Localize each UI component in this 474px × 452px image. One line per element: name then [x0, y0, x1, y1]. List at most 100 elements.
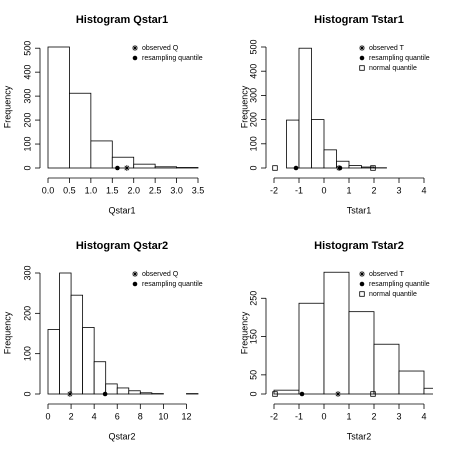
bar: [298, 302, 325, 395]
x-tick-label: 1.5: [106, 185, 119, 195]
y-tick-label: 0: [22, 165, 32, 170]
y-tick-label: 100: [248, 136, 258, 151]
x-tick-label: -1: [295, 411, 303, 421]
legend-symbol: [359, 55, 365, 61]
chart-title: Histogram Qstar1: [76, 14, 168, 26]
bar: [70, 294, 84, 395]
y-tick-label: 100: [22, 137, 32, 152]
panel: Histogram Qstar2 Qstar2 Frequency 0 2 4 6 8 10 12…: [2, 240, 202, 441]
legend-label: resampling quantile: [369, 55, 430, 62]
y-tick-label: 200: [22, 113, 32, 128]
bar: [116, 387, 130, 395]
bar: [59, 272, 72, 395]
legend-symbol: [132, 281, 138, 287]
y-tick-label: 200: [248, 112, 258, 127]
x-tick-label: 12: [181, 411, 191, 421]
x-tick-label: -1: [295, 185, 303, 195]
y-tick-label: 0: [248, 391, 258, 396]
legend-symbol: [132, 45, 138, 51]
bar: [82, 327, 95, 395]
x-tick-label: 0: [321, 411, 326, 421]
x-tick-label: 2.5: [149, 185, 162, 195]
bar: [373, 343, 400, 395]
y-tick-label: 50: [248, 370, 258, 380]
point-star: [335, 391, 341, 397]
y-axis-label: Frequency: [2, 311, 12, 354]
bars: [273, 271, 433, 395]
x-tick-label: 8: [138, 411, 143, 421]
legend-label: normal quantile: [369, 65, 417, 72]
x-tick-label: 3.5: [192, 185, 205, 195]
legend-symbol: [359, 281, 365, 287]
bars: [47, 272, 199, 395]
x-tick-label: 3: [396, 185, 401, 195]
x-tick-label: 1: [346, 411, 351, 421]
y-tick-label: 400: [248, 64, 258, 79]
bars: [47, 46, 199, 169]
x-tick-label: 3.0: [170, 185, 183, 195]
x-tick-label: 10: [158, 411, 168, 421]
y-axis-label: Frequency: [2, 85, 12, 128]
bar: [348, 311, 375, 395]
bar: [90, 140, 113, 169]
bar: [323, 149, 337, 169]
y-tick-label: 500: [22, 41, 32, 56]
x-tick-label: 1: [346, 185, 351, 195]
y-tick-label: 150: [248, 329, 258, 344]
bar: [273, 389, 300, 395]
bar: [47, 329, 60, 395]
y-tick-label: 100: [22, 346, 32, 361]
y-tick-label: 200: [22, 306, 32, 321]
bar: [398, 370, 425, 395]
chart-title: Histogram Qstar2: [76, 240, 168, 252]
y-axis-label: Frequency: [239, 311, 249, 354]
x-tick-label: 2: [371, 411, 376, 421]
x-tick-label: 0.5: [63, 185, 76, 195]
chart-title: Histogram Tstar1: [314, 14, 404, 26]
panel: Histogram Tstar2 Tstar2 Frequency -2 -1 0 1 2 3 4…: [239, 240, 433, 441]
legend-label: observed T: [369, 45, 405, 52]
x-tick-label: 4: [92, 411, 97, 421]
y-axis-label: Frequency: [239, 85, 249, 128]
x-axis-label: Tstar1: [347, 205, 372, 215]
x-tick-label: 2: [371, 185, 376, 195]
x-tick-label: 2.0: [127, 185, 140, 195]
bar: [105, 383, 118, 395]
bar: [69, 92, 92, 169]
legend-symbol: [132, 271, 138, 277]
point-dot: [337, 165, 343, 171]
point-dot: [293, 165, 299, 171]
legend-label: observed T: [369, 271, 405, 278]
x-axis-label: Qstar1: [108, 205, 135, 215]
chart-title: Histogram Tstar2: [314, 240, 404, 252]
bar: [348, 165, 362, 169]
point-square: [370, 165, 376, 171]
bar: [133, 163, 156, 169]
point-dot: [102, 391, 108, 397]
legend-symbol: [132, 55, 138, 61]
bar: [298, 47, 312, 169]
legend-label: resampling quantile: [142, 55, 203, 62]
point-square: [272, 165, 278, 171]
legend-label: resampling quantile: [142, 281, 203, 288]
y-tick-label: 400: [22, 65, 32, 80]
x-tick-label: 2: [69, 411, 74, 421]
point-square: [370, 391, 376, 397]
x-tick-label: 4: [421, 185, 426, 195]
bar: [139, 392, 153, 395]
bars: [286, 47, 387, 169]
y-tick-label: 300: [22, 89, 32, 104]
y-tick-label: 300: [22, 265, 32, 280]
bar: [93, 361, 107, 395]
x-tick-label: 6: [115, 411, 120, 421]
x-tick-label: -2: [270, 411, 278, 421]
point-dot: [115, 165, 120, 171]
bar: [47, 46, 70, 169]
x-tick-label: 0: [321, 185, 326, 195]
x-tick-label: 0.0: [42, 185, 55, 195]
panel: Histogram Qstar1 Qstar1 Frequency 0.0 0.5 1.0…: [2, 14, 204, 215]
legend-label: observed Q: [142, 45, 179, 52]
y-tick-label: 300: [248, 88, 258, 103]
bar: [423, 387, 433, 395]
bar: [336, 160, 350, 169]
